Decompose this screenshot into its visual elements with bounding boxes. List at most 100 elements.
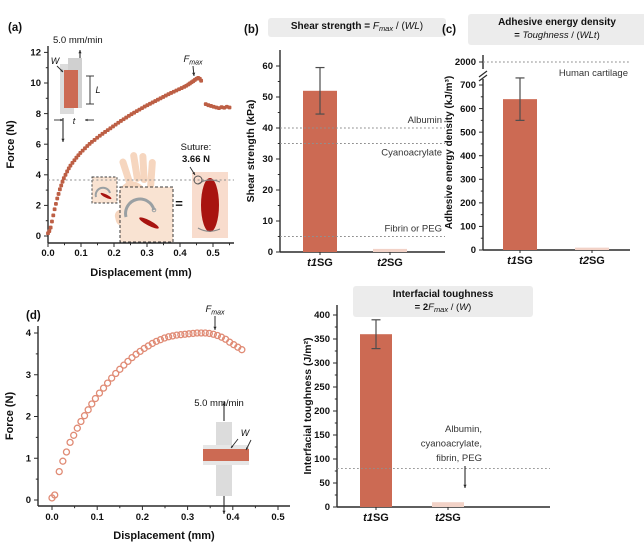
svg-text:10: 10 (262, 216, 273, 227)
svg-text:250: 250 (314, 382, 330, 393)
ref-label: Albumin (408, 115, 442, 126)
category-label: t1SG (507, 255, 533, 267)
svg-text:400: 400 (314, 310, 330, 321)
panel-d-label: (d) (26, 310, 41, 322)
svg-text:700: 700 (460, 80, 476, 91)
svg-text:2000: 2000 (455, 57, 476, 68)
bar-t2sg (575, 247, 609, 250)
bars (503, 99, 609, 250)
svg-text:100: 100 (460, 222, 476, 233)
category-label: t2SG (579, 255, 605, 267)
ticks: 0 100 200 300 400 500 600 700 2000 (455, 57, 488, 256)
ticks: 0 50 100 150 200 250 300 350 400 (314, 310, 337, 513)
panel-c-label: (c) (442, 24, 457, 36)
svg-text:0: 0 (26, 495, 31, 506)
svg-text:200: 200 (460, 198, 476, 209)
svg-text:0.4: 0.4 (226, 512, 240, 523)
width-label: W (241, 428, 251, 438)
svg-text:0.0: 0.0 (41, 248, 54, 259)
category-label: t2SG (377, 257, 403, 269)
svg-text:40: 40 (262, 123, 273, 134)
panel-c: (c) Adhesive energy density = Toughness /… (440, 0, 644, 290)
x-axis-label: Displacement (mm) (90, 267, 192, 279)
bar-t1sg (503, 99, 537, 250)
panel-b-title: Shear strength = Fmax / (WL) (268, 18, 446, 37)
svg-text:100: 100 (314, 454, 330, 465)
data-points (48, 329, 246, 502)
panel-a: (a) = 0.0 0.1 0.2 0.3 0.4 0.5 0 2 4 6 8 10 12 Displace… (0, 0, 240, 290)
svg-text:0: 0 (268, 247, 273, 258)
reference-lines: Human cartilage (483, 61, 630, 79)
fmax-annotation: Fmax (205, 304, 225, 330)
pull-rate-label: 5.0 mm/min (53, 35, 103, 46)
svg-text:300: 300 (460, 174, 476, 185)
fmax-annotation: Fmax (183, 54, 203, 77)
svg-text:Fmax: Fmax (183, 54, 203, 66)
ref-label: Human cartilage (559, 68, 628, 79)
svg-text:Fmax: Fmax (205, 304, 225, 316)
svg-text:3: 3 (26, 370, 31, 381)
svg-text:200: 200 (314, 406, 330, 417)
svg-text:4: 4 (26, 328, 32, 339)
ref-label: Fibrin or PEG (384, 224, 442, 235)
svg-text:20: 20 (262, 185, 273, 196)
panel-c-chart: 0 100 200 300 400 500 600 700 2000 Human cartilag… (444, 55, 630, 267)
svg-text:0.1: 0.1 (74, 248, 88, 259)
svg-text:0.2: 0.2 (107, 248, 120, 259)
width-label: W (51, 56, 61, 66)
svg-text:10: 10 (30, 78, 41, 89)
lap-shear-schematic: 5.0 mm/min W Lt (51, 35, 103, 142)
svg-text:300: 300 (314, 358, 330, 369)
t-peel-schematic: 5.0 mm/min W (194, 398, 252, 514)
thickness-label: t (73, 116, 76, 126)
panel-b-label: (b) (244, 24, 259, 36)
svg-text:6: 6 (36, 139, 41, 150)
data-points (46, 76, 232, 236)
svg-text:50: 50 (262, 92, 273, 103)
svg-text:0.4: 0.4 (173, 248, 187, 259)
sutured-wound-illustration (192, 172, 228, 238)
svg-text:0: 0 (325, 502, 330, 513)
svg-text:50: 50 (319, 478, 330, 489)
panel-e: Interfacial toughness = 2Fmax / (W) 0 50 10… (300, 285, 564, 549)
error-bars (315, 66, 391, 255)
x-axis-label: Displacement (mm) (113, 530, 215, 542)
error-bars (515, 77, 593, 253)
svg-text:150: 150 (314, 430, 330, 441)
ref-label-line: fibrin, PEG (436, 453, 482, 464)
svg-text:12: 12 (30, 48, 41, 59)
panel-d: (d) 0.0 0.1 0.2 0.3 0.4 0.5 0 1 2 3 4 Displacement … (0, 290, 300, 549)
svg-text:4: 4 (36, 170, 42, 181)
panel-b-chart: 0 10 20 30 40 50 60 Albumin Cyanoacrylate Fibrin … (245, 50, 445, 269)
panel-a-label: (a) (8, 22, 23, 34)
bar-t2sg (432, 502, 464, 507)
reference-lines: Albumin, cyanoacrylate, fibrin, PEG (337, 424, 550, 488)
bar-t1sg (360, 334, 392, 507)
wound-zoom-box-small (91, 176, 118, 204)
svg-text:0.3: 0.3 (140, 248, 153, 259)
suture-cartoon: = (91, 152, 228, 243)
bars (303, 90, 407, 252)
panel-e-title: Interfacial toughness = 2Fmax / (W) (353, 286, 533, 318)
suture-label-1: Suture: (181, 142, 212, 153)
ticks: 0.0 0.1 0.2 0.3 0.4 0.5 0 2 4 6 8 10 12 (30, 48, 230, 259)
length-label: L (95, 85, 100, 95)
reference-lines: Albumin Cyanoacrylate Fibrin or PEG (280, 115, 445, 237)
svg-text:60: 60 (262, 61, 273, 72)
wound-zoom-box-large (119, 186, 174, 243)
svg-text:500: 500 (460, 127, 476, 138)
svg-text:400: 400 (460, 151, 476, 162)
bar-t2sg (373, 248, 407, 252)
category-label: t1SG (363, 512, 389, 524)
bar-t1sg (303, 90, 337, 252)
equals-sign: = (175, 196, 183, 211)
svg-text:1: 1 (26, 453, 32, 464)
ref-label-line: Albumin, (445, 424, 482, 435)
svg-text:2: 2 (26, 412, 31, 423)
suture-label-2: 3.66 N (182, 154, 210, 165)
panel-d-chart: 0.0 0.1 0.2 0.3 0.4 0.5 0 1 2 3 4 Displacement (mm)… (4, 304, 290, 542)
axes (37, 326, 290, 507)
error-bars (371, 319, 449, 510)
bars (360, 334, 464, 507)
